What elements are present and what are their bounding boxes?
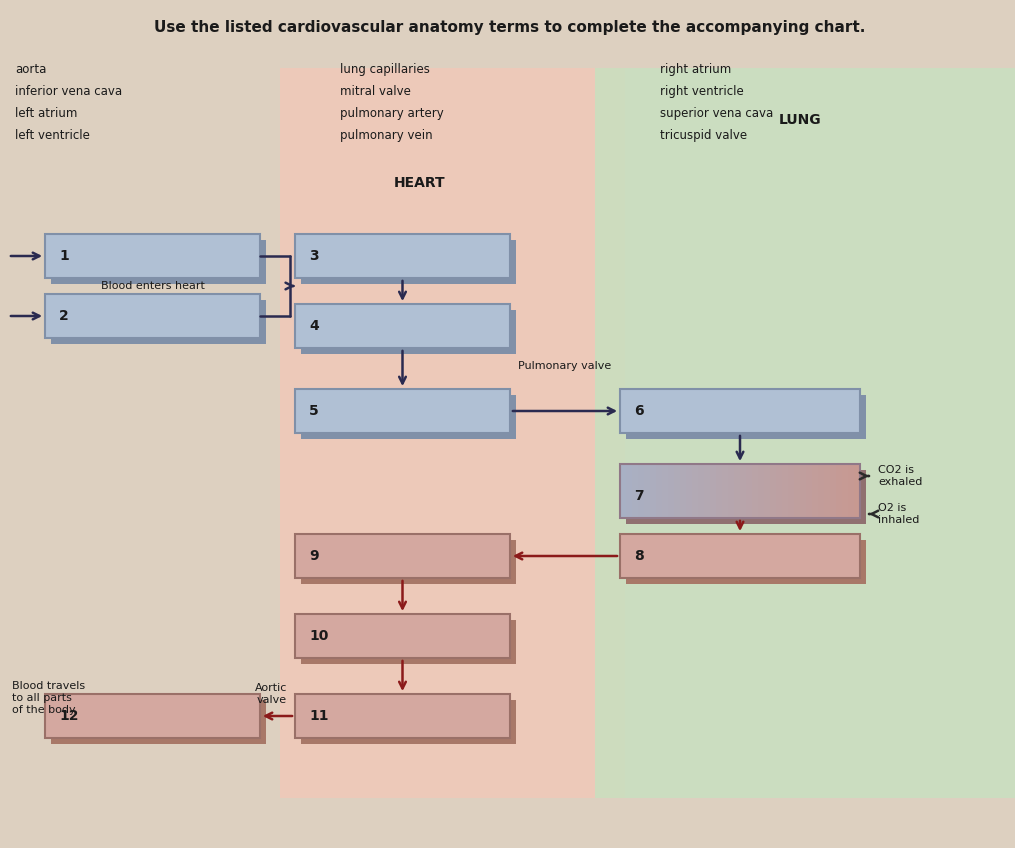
Bar <box>662 464 669 518</box>
Bar <box>740 464 747 518</box>
Text: O2 is
inhaled: O2 is inhaled <box>878 503 920 525</box>
Text: 3: 3 <box>309 249 319 263</box>
Bar <box>818 464 825 518</box>
Bar <box>836 464 843 518</box>
Bar <box>812 464 819 518</box>
Text: 4: 4 <box>309 319 319 333</box>
Bar <box>806 464 813 518</box>
Bar <box>295 534 510 578</box>
Text: HEART: HEART <box>394 176 446 190</box>
Bar <box>776 464 783 518</box>
Bar <box>620 389 860 433</box>
Bar <box>295 234 510 278</box>
Bar <box>632 464 639 518</box>
Bar <box>758 464 765 518</box>
Bar <box>638 464 645 518</box>
Bar <box>51 240 266 284</box>
Text: Blood travels
to all parts
of the body: Blood travels to all parts of the body <box>12 682 85 715</box>
Bar <box>734 464 741 518</box>
Bar <box>626 464 633 518</box>
Bar <box>620 464 627 518</box>
Bar <box>650 464 657 518</box>
Bar <box>704 464 710 518</box>
Bar <box>45 234 260 278</box>
Bar <box>710 464 717 518</box>
Bar <box>295 694 510 738</box>
Text: Use the listed cardiovascular anatomy terms to complete the accompanying chart.: Use the listed cardiovascular anatomy te… <box>154 20 866 35</box>
Bar <box>722 464 729 518</box>
Bar <box>301 395 516 439</box>
Bar <box>644 464 651 518</box>
Bar <box>830 464 837 518</box>
Text: 12: 12 <box>59 709 78 723</box>
Text: 11: 11 <box>309 709 329 723</box>
Bar <box>842 464 849 518</box>
Bar <box>45 694 260 738</box>
Bar <box>595 68 1015 798</box>
Text: 7: 7 <box>634 489 644 503</box>
Text: 8: 8 <box>634 549 644 563</box>
Text: 9: 9 <box>309 549 319 563</box>
Text: 10: 10 <box>309 629 329 643</box>
Bar <box>620 534 860 578</box>
Bar <box>626 395 866 439</box>
Text: 2: 2 <box>59 309 69 323</box>
Bar <box>51 700 266 744</box>
Text: aorta
inferior vena cava
left atrium
left ventricle: aorta inferior vena cava left atrium lef… <box>15 63 122 142</box>
Bar <box>295 389 510 433</box>
Bar <box>800 464 807 518</box>
Bar <box>794 464 801 518</box>
Bar <box>728 464 735 518</box>
Bar <box>295 614 510 658</box>
Bar <box>301 700 516 744</box>
Bar <box>770 464 777 518</box>
Bar <box>656 464 663 518</box>
Bar <box>764 464 771 518</box>
Bar <box>854 464 861 518</box>
Bar <box>746 464 753 518</box>
Text: right atrium
right ventricle
superior vena cava
tricuspid valve: right atrium right ventricle superior ve… <box>660 63 773 142</box>
Bar <box>301 540 516 584</box>
Bar <box>620 464 860 518</box>
Text: LUNG: LUNG <box>779 113 821 127</box>
Bar <box>301 620 516 664</box>
Bar <box>301 310 516 354</box>
Bar <box>45 294 260 338</box>
Text: Aortic
valve: Aortic valve <box>255 683 287 705</box>
Bar <box>692 464 699 518</box>
Bar <box>295 304 510 348</box>
Text: lung capillaries
mitral valve
pulmonary artery
pulmonary vein: lung capillaries mitral valve pulmonary … <box>340 63 444 142</box>
Text: Pulmonary valve: Pulmonary valve <box>518 361 611 371</box>
Bar <box>752 464 759 518</box>
Text: 5: 5 <box>309 404 319 418</box>
Bar <box>824 464 831 518</box>
Bar <box>698 464 705 518</box>
Bar <box>280 68 625 798</box>
Bar <box>680 464 687 518</box>
Bar <box>674 464 681 518</box>
Bar <box>782 464 789 518</box>
Text: CO2 is
exhaled: CO2 is exhaled <box>878 466 923 487</box>
Bar <box>716 464 723 518</box>
Bar <box>626 540 866 584</box>
Bar <box>788 464 795 518</box>
Bar <box>668 464 675 518</box>
Text: 1: 1 <box>59 249 69 263</box>
Bar <box>848 464 855 518</box>
Text: 6: 6 <box>634 404 644 418</box>
Bar <box>686 464 693 518</box>
Bar <box>301 240 516 284</box>
Bar <box>626 470 866 524</box>
Text: Blood enters heart: Blood enters heart <box>100 281 204 291</box>
Bar <box>51 300 266 344</box>
